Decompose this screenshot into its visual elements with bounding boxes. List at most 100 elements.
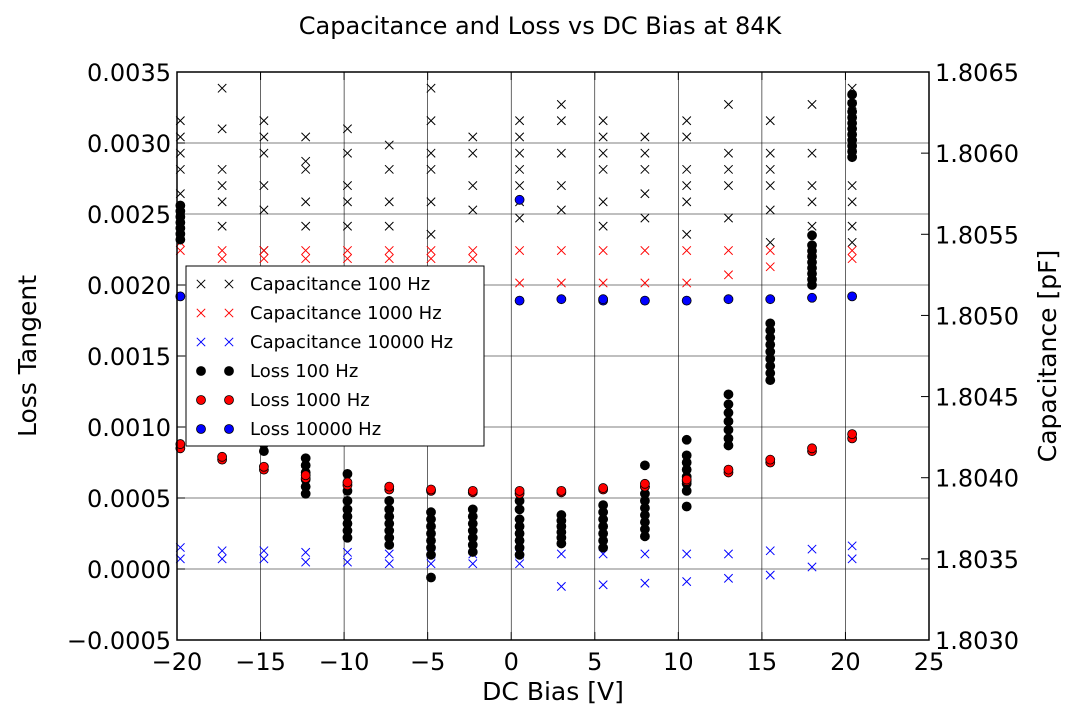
capacitance-1000-hz-point [640,245,650,256]
capacitance-100-hz-point [301,156,311,166]
capacitance-100-hz-point [217,181,227,191]
capacitance-100-hz-point [426,197,436,207]
capacitance-1000-hz-point [259,245,269,256]
capacitance-100-hz-point [301,164,311,174]
capacitance-100-hz-point [217,221,227,231]
capacitance-100-hz-point [765,164,775,174]
capacitance-100-hz-point [682,132,692,142]
loss-10000-hz-point [556,294,567,305]
capacitance-100-hz-point [723,148,734,158]
capacitance-100-hz-point [765,181,775,191]
capacitance-10000-hz-point [640,578,650,588]
loss-100-hz-point [426,507,436,518]
capacitance-1000-hz-point [723,270,734,280]
capacitance-100-hz-point [807,221,817,231]
x-axis-label: DC Bias [V] [482,677,624,706]
capacitance-100-hz-point [765,116,775,126]
capacitance-10000-hz-point [723,573,734,583]
capacitance-100-hz-point [515,164,525,174]
capacitance-1000-hz-point [217,254,227,264]
loss-1000-hz-point [384,481,395,492]
loss-100-hz-point [342,495,353,506]
capacitance-100-hz-point [765,237,775,247]
capacitance-100-hz-point [342,197,353,207]
loss-10000-hz-point [514,295,525,306]
loss-100-hz-point [807,230,817,241]
capacitance-100-hz-point [847,237,857,247]
capacitance-100-hz-point [640,132,650,142]
capacitance-100-hz-point [598,132,608,142]
y-left-tick-label: 0.0015 [87,343,171,371]
y-right-tick-label: 1.8060 [935,140,1019,168]
capacitance-10000-hz-point [301,547,311,557]
capacitance-1000-hz-point [682,278,692,288]
loss-1000-hz-point [640,478,650,489]
capacitance-10000-hz-point [847,541,857,551]
axis-ticks: −20 −15 −10 −5 0 5 10 15 20 25 −0.0005 0.0000 0.0005… [67,59,1019,676]
loss-100-hz-point [723,389,734,400]
loss-10000-hz-point [723,294,734,305]
capacitance-10000-hz-point [807,544,817,554]
x-tick-label: 5 [587,648,602,676]
loss-10000-hz-point [175,291,186,302]
loss-100-hz-point [807,240,817,251]
y-right-tick-label: 1.8050 [935,302,1019,330]
capacitance-100-hz-point [259,132,269,142]
capacitance-100-hz-point [426,83,436,93]
capacitance-100-hz-point [556,181,566,191]
legend-loss-10000-hz-marker [196,424,206,434]
legend-loss-1000-hz-label: Loss 1000 Hz [250,390,370,411]
capacitance-1000-hz-point [301,254,311,264]
capacitance-10000-hz-point [556,549,566,559]
loss-10000-hz-point [598,294,609,305]
capacitance-10000-hz-point [640,549,650,559]
capacitance-100-hz-point [259,116,269,126]
capacitance-100-hz-point [807,197,817,207]
x-tick-label: 20 [830,648,861,676]
loss-100-hz-point [598,500,609,511]
loss-100-hz-point [175,200,186,211]
loss-10000-hz-point [514,194,525,205]
capacitance-100-hz-point [682,164,692,174]
capacitance-100-hz-point [217,83,227,93]
y-right-tick-label: 1.8065 [935,59,1019,87]
capacitance-100-hz-point [598,148,608,158]
capacitance-1000-hz-point [723,245,734,256]
loss-1000-hz-point [467,485,478,496]
capacitance-10000-hz-point [468,559,478,569]
capacitance-100-hz-point [598,164,608,174]
capacitance-10000-hz-point [723,549,734,559]
capacitance-100-hz-point [682,197,692,207]
legend-capacitance-1000-hz-marker [224,308,234,318]
capacitance-100-hz-point [426,164,436,174]
capacitance-100-hz-point [598,221,608,231]
y-axis-right-label: Capacitance [pF] [1033,250,1062,462]
loss-10000-hz-point [681,295,692,306]
loss-100-hz-point [681,501,692,512]
legend-loss-10000-hz-label: Loss 10000 Hz [250,419,381,440]
capacitance-100-hz-point [468,181,478,191]
capacitance-100-hz-point [556,116,566,126]
capacitance-100-hz-point [807,99,817,110]
capacitance-100-hz-point [384,197,394,207]
capacitance-100-hz-point [640,148,650,158]
legend-capacitance-100-hz-label: Capacitance 100 Hz [250,274,430,295]
capacitance-1000-hz-point [598,245,608,256]
capacitance-1000-hz-point [342,254,353,264]
capacitance-100-hz-point [515,213,525,223]
capacitance-100-hz-point [342,124,353,134]
loss-1000-hz-point [598,483,609,493]
y-right-tick-label: 1.8040 [935,465,1019,493]
y-left-tick-label: 0.0035 [87,59,171,87]
capacitance-1000-hz-point [468,254,478,264]
capacitance-1000-hz-point [682,245,692,256]
loss-100-hz-point [342,504,353,515]
capacitance-100-hz-point [847,197,857,207]
loss-1000-hz-point [556,485,567,496]
capacitance-10000-hz-point [342,557,353,567]
capacitance-1000-hz-point [426,254,436,264]
y-left-tick-label: 0.0025 [87,201,171,229]
x-tick-label: 10 [663,648,694,676]
loss-1000-hz-point [300,470,311,481]
capacitance-10000-hz-point [384,549,394,559]
